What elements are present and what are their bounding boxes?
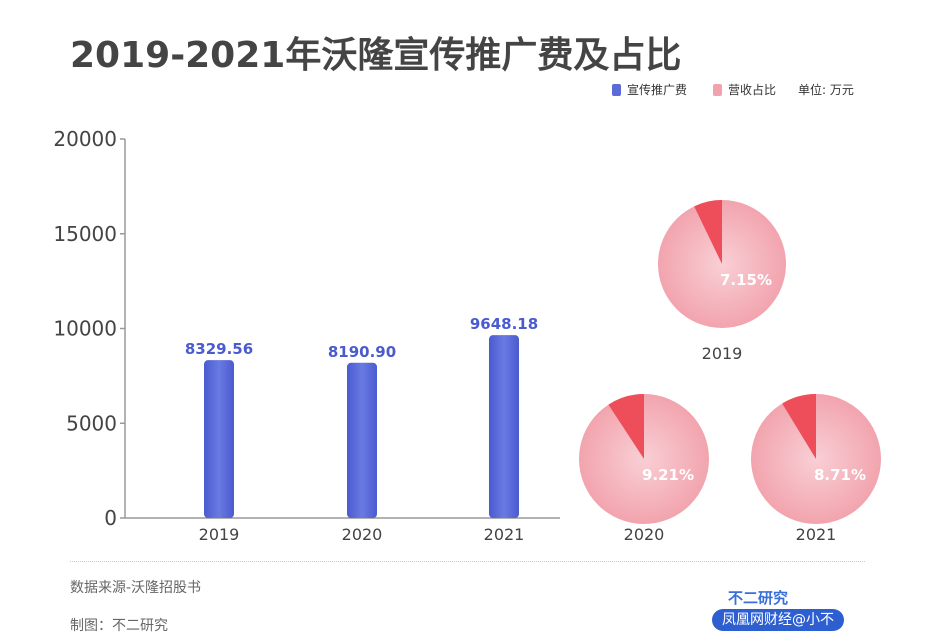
y-tick-label: 10000 (53, 317, 117, 341)
x-tick-label: 2020 (342, 525, 383, 544)
legend-item-revenue-share: 营收占比 (713, 81, 776, 98)
x-tick-label: 2021 (484, 525, 525, 544)
y-tick-label: 0 (104, 506, 117, 530)
legend-label: 营收占比 (728, 83, 777, 97)
pie-year-label: 2020 (624, 525, 665, 544)
chart-title: 2019-2021年沃隆宣传推广费及占比 (70, 35, 682, 76)
pie-slice-2020 (608, 394, 644, 459)
bar-value-label: 9648.18 (470, 315, 538, 333)
x-tick-label: 2019 (199, 525, 240, 544)
data-source: 数据来源-沃隆招股书 (70, 580, 202, 596)
legend-swatch-blue (612, 83, 621, 96)
bar-2020 (347, 362, 377, 518)
pie-value-label: 7.15% (720, 271, 772, 289)
pie-slice-2021 (782, 394, 816, 459)
pie-value-label: 8.71% (814, 466, 866, 484)
bar-2021 (489, 335, 519, 518)
pie-year-label: 2021 (796, 525, 837, 544)
chart-author: 制图：不二研究 (70, 618, 168, 634)
pie-year-label: 2019 (702, 344, 743, 363)
divider (70, 561, 865, 562)
legend: 宣传推广费 营收占比 单位: 万元 (612, 81, 854, 98)
watermark-badge: 凤凰网财经@小不 (712, 609, 844, 631)
y-tick-label: 15000 (53, 222, 117, 246)
pie-value-label: 9.21% (642, 466, 694, 484)
legend-item-ad-expense: 宣传推广费 (612, 81, 687, 98)
legend-label: 宣传推广费 (627, 83, 688, 97)
bar-2019 (204, 360, 234, 518)
pie-slice-2019 (694, 200, 722, 264)
y-tick-label: 5000 (66, 411, 117, 435)
unit-label: 单位: 万元 (798, 83, 854, 97)
brand-logo-text: 不二研究 (728, 589, 789, 607)
y-tick-label: 20000 (53, 127, 117, 151)
legend-swatch-pink (713, 83, 723, 96)
bar-value-label: 8329.56 (185, 340, 253, 358)
bar-value-label: 8190.90 (328, 343, 396, 361)
